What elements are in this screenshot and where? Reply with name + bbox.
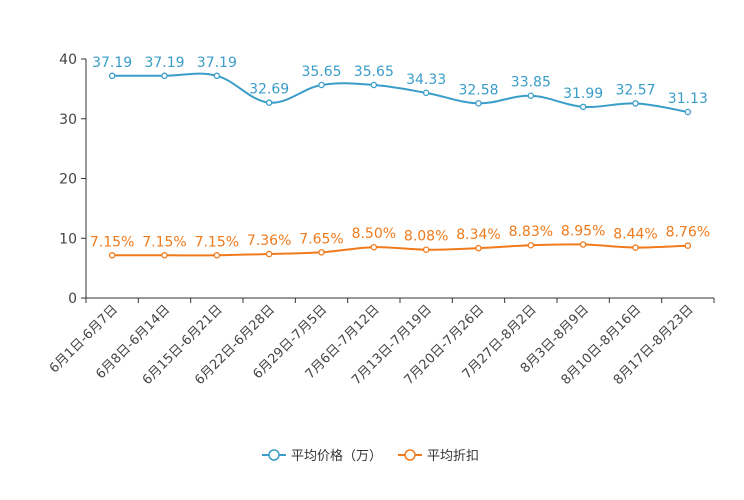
data-point: [161, 252, 168, 259]
data-label: 31.13: [668, 91, 708, 107]
data-label: 37.19: [92, 55, 132, 71]
data-point: [370, 243, 378, 251]
data-label: 8.08%: [404, 229, 448, 245]
legend-marker-icon: [268, 449, 280, 461]
series-lines: [112, 72, 688, 257]
legend-item-0[interactable]: 平均价格（万）: [262, 448, 382, 464]
series-points: [108, 72, 692, 259]
data-point: [684, 242, 692, 249]
data-point: [527, 241, 535, 249]
data-point: [684, 108, 692, 116]
data-point: [579, 103, 587, 111]
data-point: [213, 72, 221, 80]
data-point: [422, 246, 430, 253]
legend-label: 平均价格（万）: [291, 448, 382, 464]
data-point: [108, 252, 116, 259]
data-label: 7.15%: [90, 234, 134, 250]
data-label: 37.19: [197, 55, 237, 71]
axes: 0102030406月1日-6月7日6月8日-6月14日6月15日-6月21日6…: [47, 52, 715, 388]
data-label: 8.34%: [456, 227, 500, 243]
data-label: 33.85: [511, 75, 551, 91]
legend-marker-icon: [404, 449, 416, 461]
data-label: 35.65: [301, 64, 341, 80]
data-point: [108, 72, 116, 80]
data-point: [527, 92, 535, 99]
data-label: 32.69: [249, 82, 289, 98]
data-point: [318, 81, 325, 89]
data-label: 7.65%: [299, 231, 343, 247]
data-label: 34.33: [406, 72, 446, 88]
data-label: 8.44%: [613, 227, 657, 243]
series-line-1: [112, 243, 688, 257]
data-label: 7.36%: [247, 233, 291, 249]
data-label: 31.99: [563, 86, 603, 102]
data-point: [475, 244, 482, 252]
data-point: [632, 100, 639, 107]
data-label: 7.15%: [142, 234, 186, 250]
y-tick-label: 30: [59, 112, 77, 128]
y-tick-label: 0: [68, 291, 77, 307]
data-point: [161, 72, 168, 80]
data-label: 7.15%: [195, 234, 239, 250]
data-label: 32.57: [615, 82, 655, 98]
data-label: 8.50%: [352, 226, 396, 242]
data-point: [475, 100, 482, 107]
data-point: [632, 244, 639, 251]
legend[interactable]: 平均价格（万） 平均折扣: [262, 448, 479, 464]
legend-item-1[interactable]: 平均折扣: [398, 449, 479, 464]
data-point: [422, 89, 430, 97]
y-tick-label: 10: [59, 231, 77, 247]
y-tick-label: 40: [59, 52, 77, 68]
data-point: [318, 249, 325, 256]
data-label: 37.19: [144, 55, 184, 71]
data-label: 8.83%: [509, 224, 553, 240]
data-point: [213, 252, 221, 259]
data-point: [579, 241, 587, 248]
data-point: [265, 250, 273, 258]
data-labels: 37.19 37.19 37.19 32.69 35.65 35.65 34.33 32.58…: [90, 55, 710, 250]
series-line-0: [112, 72, 688, 113]
data-point: [265, 99, 273, 106]
data-label: 8.76%: [666, 225, 710, 241]
data-label: 32.58: [458, 82, 498, 98]
legend-label: 平均折扣: [427, 449, 479, 464]
data-label: 35.65: [354, 64, 394, 80]
y-tick-label: 20: [59, 172, 77, 188]
data-point: [370, 81, 378, 89]
data-label: 8.95%: [561, 224, 605, 240]
